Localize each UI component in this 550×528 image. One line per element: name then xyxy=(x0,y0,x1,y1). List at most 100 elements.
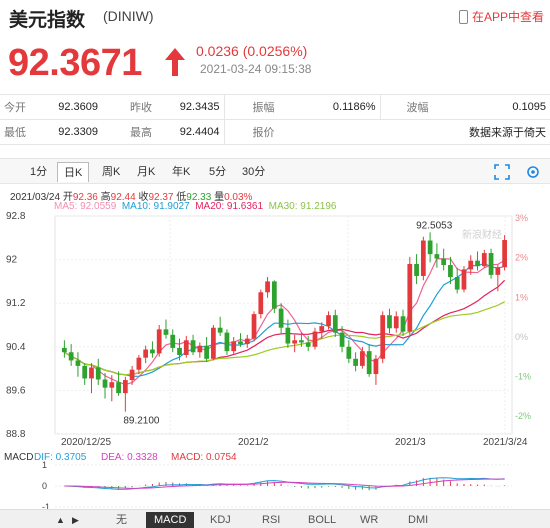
low-label: 低 xyxy=(176,192,187,203)
candle-body xyxy=(407,263,413,332)
tab-monthly-k[interactable]: 月K xyxy=(137,166,156,178)
open-value: 92.36 xyxy=(72,192,98,203)
candle-body xyxy=(244,338,250,345)
open-in-app-label: 在APP中查看 xyxy=(471,10,544,24)
high-value: 92.44 xyxy=(110,192,136,203)
candle-body xyxy=(278,308,284,328)
candle-body xyxy=(481,253,487,267)
y-tick-label: 92 xyxy=(6,255,18,266)
macd-tick-label: 1 xyxy=(42,460,47,470)
settings-icon[interactable] xyxy=(525,164,541,180)
y-tick-label: 92.8 xyxy=(6,211,26,222)
kline-chart[interactable]: 92.8 92 91.2 90.4 89.6 88.8 3% 2% 1% 0% -1% -2% 92.… xyxy=(0,208,550,509)
y-pct-label: 2% xyxy=(515,253,528,263)
range-label: 波幅 xyxy=(379,94,460,120)
macd-tick-label: 0 xyxy=(42,481,47,491)
current-price: 92.3671 xyxy=(8,42,142,84)
tab-1min[interactable]: 1分 xyxy=(30,166,48,178)
candle-body xyxy=(380,315,386,359)
candle-body xyxy=(156,329,162,354)
open-value: 92.3609 xyxy=(50,94,102,120)
high-label: 高 xyxy=(100,192,111,203)
tab-weekly-k[interactable]: 周K xyxy=(102,166,121,178)
y-pct-label: 1% xyxy=(515,292,528,302)
symbol-code: (DINIW) xyxy=(103,8,154,24)
candle-body xyxy=(211,327,216,359)
amplitude-label: 振幅 xyxy=(223,94,302,120)
candle-body xyxy=(502,239,507,268)
change-value: 0.03% xyxy=(224,192,253,203)
candle-body xyxy=(150,349,155,354)
candle-body xyxy=(495,267,501,275)
candle-body xyxy=(427,240,433,255)
indicator-wr[interactable]: WR xyxy=(360,514,379,526)
high-value: 92.4404 xyxy=(172,119,224,145)
candle-body xyxy=(373,358,379,375)
ma20-value: MA20: 91.6361 xyxy=(195,201,264,212)
tab-5min[interactable]: 5分 xyxy=(209,166,227,178)
indicator-boll[interactable]: BOLL xyxy=(308,514,337,526)
x-tick-label: 2021/3 xyxy=(395,437,426,448)
quote-row: 今开 92.3609 昨收 92.3435 振幅 0.1186% 波幅 0.10… xyxy=(0,94,550,120)
macd-dea: DEA: 0.3328 xyxy=(101,452,158,463)
ma30-line xyxy=(64,301,505,376)
candle-body xyxy=(238,341,243,345)
page-title: 美元指数 xyxy=(9,10,86,31)
ma-legend: MA5: 92.0559 MA10: 91.9027 MA20: 91.6361… xyxy=(54,201,336,212)
fullscreen-icon[interactable] xyxy=(494,164,510,180)
candle-body xyxy=(448,265,453,278)
indicator-macd[interactable]: MACD xyxy=(146,512,195,528)
ma20-line xyxy=(64,279,506,376)
candle-body xyxy=(109,382,115,388)
y-tick-label: 90.4 xyxy=(6,342,26,353)
y-tick-label: 91.2 xyxy=(6,298,26,309)
candle-body xyxy=(258,292,264,315)
macd-label: MACD xyxy=(4,452,33,463)
tab-yearly-k[interactable]: 年K xyxy=(172,166,191,178)
quote-source-value: 数据来源于倚天 xyxy=(302,119,550,145)
ma5-value: MA5: 92.0559 xyxy=(54,201,117,212)
open-in-app-link[interactable]: 在APP中查看 xyxy=(458,8,544,25)
close-value: 92.37 xyxy=(148,192,174,203)
watermark: 新浪财经 xyxy=(462,228,502,241)
candle-body xyxy=(251,314,257,339)
candle-body xyxy=(102,379,108,388)
candle-body xyxy=(95,367,101,380)
ohlc-date: 2021/03/24 xyxy=(10,192,61,203)
candle-body xyxy=(366,351,372,375)
candle-body xyxy=(326,315,331,327)
indicator-none[interactable]: 无 xyxy=(116,514,127,526)
quote-table: 今开 92.3609 昨收 92.3435 振幅 0.1186% 波幅 0.10… xyxy=(0,94,550,145)
macd-tick-label: -1 xyxy=(42,502,50,509)
candle-body xyxy=(136,357,142,370)
tab-daily-k[interactable]: 日K xyxy=(57,162,90,182)
candle-body xyxy=(122,380,128,394)
candle-body xyxy=(68,352,74,361)
quote-source-label: 报价 xyxy=(223,119,302,145)
close-label: 收 xyxy=(138,192,149,203)
candle-body xyxy=(129,369,135,381)
indicator-dmi[interactable]: DMI xyxy=(408,514,429,526)
candle-body xyxy=(360,351,365,366)
scroll-right-icon[interactable]: ▶ xyxy=(72,515,79,525)
candle-body xyxy=(217,327,223,333)
indicator-kdj[interactable]: KDJ xyxy=(210,514,231,526)
candle-body xyxy=(163,329,169,335)
y-pct-label: -2% xyxy=(515,411,531,421)
y-pct-label: 0% xyxy=(515,332,528,342)
indicator-rsi[interactable]: RSI xyxy=(262,514,281,526)
scroll-left-icon[interactable]: ▲ xyxy=(56,515,65,525)
high-label: 最高 xyxy=(102,119,172,145)
candle-body xyxy=(231,341,237,352)
tab-30min[interactable]: 30分 xyxy=(242,166,266,178)
candle-body xyxy=(353,358,358,366)
candle-body xyxy=(62,347,67,353)
candle-body xyxy=(271,281,277,309)
candle-body xyxy=(475,260,480,267)
candle-body xyxy=(312,331,318,347)
ma10-line xyxy=(64,262,505,378)
candle-body xyxy=(170,334,176,348)
x-tick-label: 2020/12/25 xyxy=(61,437,111,448)
open-label: 开 xyxy=(62,192,73,203)
up-arrow-icon xyxy=(165,48,185,76)
